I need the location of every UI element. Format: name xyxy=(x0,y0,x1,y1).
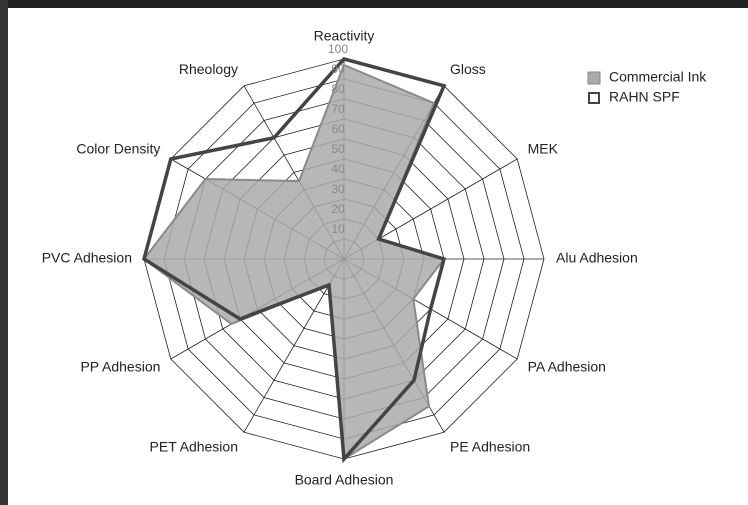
category-label: PA Adhesion xyxy=(528,359,606,375)
legend-label: Commercial Ink xyxy=(609,69,707,85)
legend-swatch xyxy=(588,92,600,104)
r-tick-label: 50 xyxy=(331,142,345,156)
category-label: Board Adhesion xyxy=(295,472,394,488)
category-label: Gloss xyxy=(450,61,486,77)
r-tick-label: 70 xyxy=(331,102,345,116)
axis-spoke xyxy=(243,258,345,433)
category-label: PVC Adhesion xyxy=(42,250,132,266)
legend-label: RAHN SPF xyxy=(609,89,680,105)
r-tick-label: 80 xyxy=(331,82,345,96)
r-tick-label: 30 xyxy=(331,182,345,196)
category-label: PE Adhesion xyxy=(450,438,530,454)
r-tick-label: 90 xyxy=(331,62,345,76)
r-tick-label: 60 xyxy=(331,122,345,136)
category-label: Color Density xyxy=(76,141,160,157)
category-label: PET Adhesion xyxy=(150,438,238,454)
category-label: PP Adhesion xyxy=(80,359,160,375)
category-label: MEK xyxy=(528,141,559,157)
r-tick-label: 20 xyxy=(331,202,345,216)
category-label: Alu Adhesion xyxy=(556,250,638,266)
legend-swatch xyxy=(587,71,601,85)
r-tick-label: 40 xyxy=(331,162,345,176)
window-top-bar xyxy=(0,0,748,8)
category-label: Reactivity xyxy=(314,28,375,44)
r-tick-label: 10 xyxy=(331,222,345,236)
r-tick-label: 100 xyxy=(328,42,348,56)
window-left-border xyxy=(0,0,8,505)
category-label: Rheology xyxy=(179,61,238,77)
series-line xyxy=(141,57,447,464)
